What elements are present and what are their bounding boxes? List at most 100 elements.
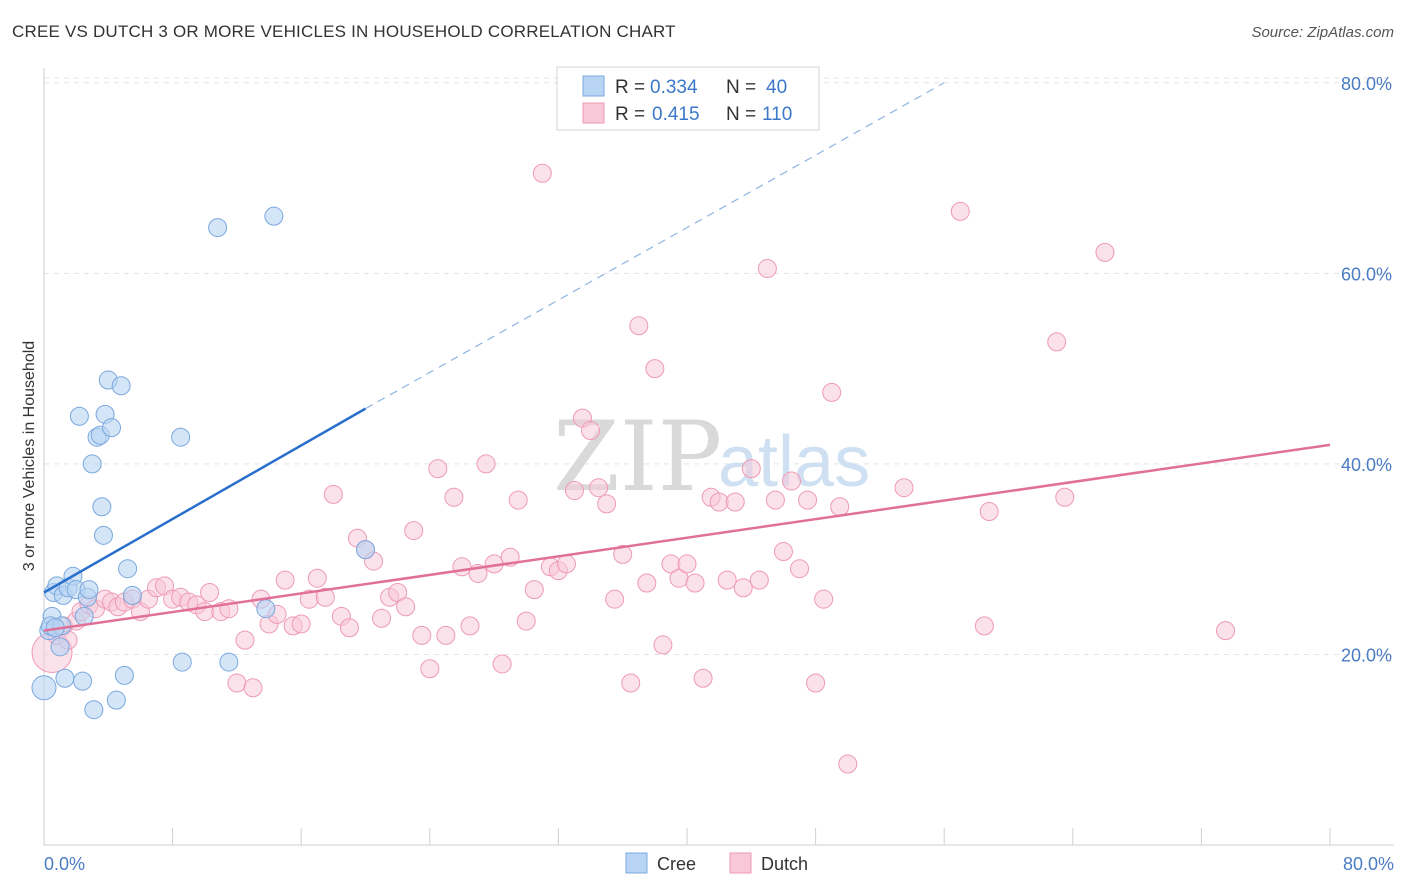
- dutch-point: [516, 611, 536, 631]
- dutch-point: [790, 559, 810, 579]
- dutch-point: [460, 616, 480, 636]
- legend-dutch-n-label: N =: [726, 104, 756, 125]
- cree-point: [356, 540, 375, 560]
- y-tick-labels: 20.0% 40.0% 60.0% 80.0%: [1341, 74, 1392, 666]
- legend-swatch-cree: [582, 75, 605, 97]
- dutch-point: [781, 471, 801, 491]
- chart-title: CREE VS DUTCH 3 OR MORE VEHICLES IN HOUS…: [12, 22, 676, 41]
- dutch-point: [1095, 242, 1115, 262]
- cree-point: [118, 559, 138, 579]
- dutch-point: [428, 459, 448, 479]
- cree-point: [79, 580, 99, 600]
- dutch-point: [677, 554, 697, 574]
- axes: [43, 68, 1394, 846]
- bottom-legend-swatch-cree: [625, 852, 648, 874]
- dutch-point: [717, 570, 737, 590]
- dutch-points: [31, 163, 1236, 774]
- y-tick-label-20: 20.0%: [1341, 645, 1392, 665]
- cree-point: [106, 690, 126, 710]
- dutch-point: [733, 578, 753, 598]
- legend-dutch-r-value: 0.415: [652, 104, 700, 125]
- dutch-point: [235, 630, 255, 650]
- dutch-point: [420, 659, 440, 679]
- cree-point: [82, 454, 102, 474]
- cree-point: [264, 206, 284, 226]
- cree-point: [73, 671, 93, 691]
- y-tick-label-40: 40.0%: [1341, 455, 1392, 475]
- dutch-point: [476, 454, 496, 474]
- dutch-point: [556, 554, 576, 574]
- dutch-point: [979, 502, 999, 522]
- y-tick-label-80: 80.0%: [1341, 74, 1392, 94]
- dutch-point: [315, 587, 335, 607]
- cree-point: [256, 599, 276, 619]
- dutch-point: [508, 490, 528, 510]
- cree-point: [208, 218, 228, 238]
- cree-trend-line: [43, 407, 367, 594]
- x-tick-label-max: 80.0%: [1343, 854, 1394, 874]
- grid-lines: [44, 77, 1394, 655]
- cree-point: [102, 418, 122, 438]
- cree-point: [122, 585, 142, 605]
- y-axis-label: 3 or more Vehicles in Household: [21, 341, 38, 571]
- cree-point: [93, 525, 113, 545]
- dutch-point: [822, 382, 842, 402]
- dutch-point: [894, 478, 914, 498]
- cree-point: [172, 652, 192, 672]
- dutch-point: [1047, 332, 1067, 352]
- dutch-point: [436, 625, 456, 645]
- dutch-point: [693, 668, 713, 688]
- dutch-point: [974, 616, 994, 636]
- dutch-point: [339, 618, 359, 638]
- cree-points: [31, 206, 375, 720]
- dutch-point: [200, 583, 220, 603]
- bottom-legend-swatch-dutch: [729, 852, 752, 874]
- dutch-point: [492, 654, 512, 674]
- dutch-point: [388, 583, 408, 603]
- dutch-point: [757, 259, 777, 279]
- dutch-point: [1216, 621, 1236, 641]
- bottom-legend-cree: Cree: [657, 854, 696, 874]
- dutch-trend-line: [43, 443, 1331, 632]
- dutch-point: [291, 614, 311, 634]
- dutch-point: [412, 625, 432, 645]
- dutch-point: [773, 542, 793, 562]
- x-ticks: [43, 828, 1331, 845]
- dutch-point: [564, 481, 584, 501]
- dutch-point: [765, 490, 785, 510]
- cree-point: [92, 497, 112, 517]
- dutch-point: [621, 673, 641, 693]
- dutch-point: [275, 570, 295, 590]
- cree-point: [31, 675, 57, 701]
- dutch-point: [243, 678, 263, 698]
- dutch-point: [581, 421, 601, 441]
- cree-point: [55, 668, 75, 688]
- dutch-point: [685, 573, 705, 593]
- cree-point: [84, 700, 104, 720]
- cree-point: [69, 406, 89, 426]
- legend-cree-n-label: N =: [726, 77, 756, 98]
- dutch-point: [613, 544, 633, 564]
- dutch-point: [838, 754, 858, 774]
- cree-point: [74, 606, 94, 626]
- cree-point: [111, 376, 131, 396]
- y-tick-label-60: 60.0%: [1341, 264, 1392, 284]
- legend-cree-r-label: R =: [615, 77, 645, 98]
- dutch-point: [452, 557, 472, 577]
- legend-box: R = 0.334 N = 40 R = 0.415 N = 110: [556, 66, 820, 131]
- dutch-point: [709, 492, 729, 512]
- dutch-point: [741, 459, 761, 479]
- dutch-point: [524, 580, 544, 600]
- dutch-point: [227, 673, 247, 693]
- cree-point: [50, 637, 70, 657]
- dutch-point: [597, 494, 617, 514]
- x-tick-label-min: 0.0%: [44, 854, 85, 874]
- dutch-point: [629, 316, 649, 336]
- dutch-point: [605, 589, 625, 609]
- dutch-point: [814, 589, 834, 609]
- dutch-point: [749, 570, 769, 590]
- dutch-point: [589, 478, 609, 498]
- legend-cree-n-value: 40: [766, 77, 787, 98]
- cree-point: [219, 652, 239, 672]
- dutch-point: [323, 484, 343, 504]
